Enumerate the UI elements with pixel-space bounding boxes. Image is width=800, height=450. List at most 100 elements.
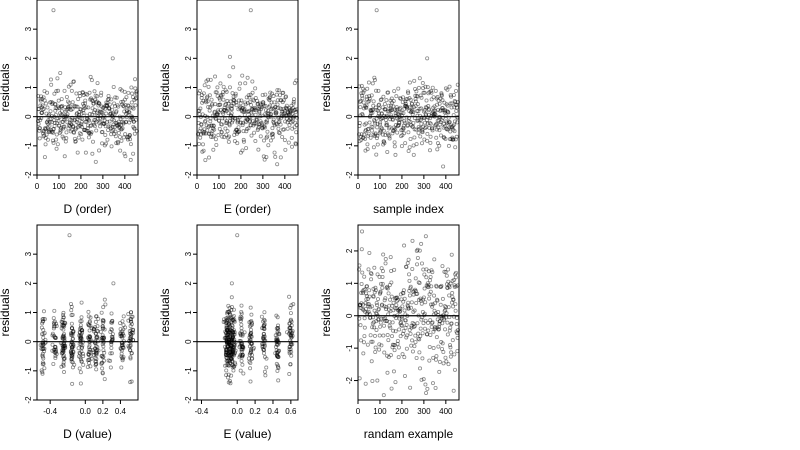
data-point: [270, 131, 275, 136]
data-point: [89, 356, 94, 361]
data-point: [448, 325, 453, 330]
data-point: [248, 379, 253, 384]
data-point-outlier: [67, 233, 72, 238]
data-point: [247, 359, 252, 364]
data-point: [268, 112, 273, 117]
data-point: [452, 129, 457, 134]
data-point: [379, 343, 384, 348]
data-point: [232, 364, 237, 369]
data-point: [436, 118, 441, 123]
data-point: [259, 107, 264, 112]
data-point: [231, 330, 236, 335]
data-point: [200, 142, 205, 147]
data-point: [377, 122, 382, 127]
y-tick-label: 2: [345, 248, 354, 253]
data-point: [290, 106, 295, 111]
data-point: [416, 109, 421, 114]
data-point: [73, 126, 78, 131]
data-point: [448, 93, 453, 98]
data-point: [423, 318, 428, 323]
data-point: [385, 90, 390, 95]
data-point: [49, 100, 54, 105]
data-point: [40, 321, 45, 326]
data-point: [435, 298, 440, 303]
data-point: [455, 283, 460, 288]
data-point: [393, 380, 398, 385]
data-point: [111, 118, 116, 123]
data-point: [40, 353, 45, 358]
data-point: [93, 325, 98, 330]
data-point: [207, 93, 212, 98]
data-point: [394, 296, 399, 301]
data-point: [246, 126, 251, 131]
data-point: [287, 294, 292, 299]
data-point: [369, 359, 374, 364]
data-point: [70, 354, 75, 359]
data-point: [449, 321, 454, 326]
data-point: [407, 80, 412, 85]
data-point: [110, 107, 115, 112]
data-point: [384, 305, 389, 310]
data-point: [55, 142, 60, 147]
data-point: [219, 94, 224, 99]
data-point: [414, 89, 419, 94]
data-point: [424, 118, 429, 123]
data-point: [410, 266, 415, 271]
data-point: [128, 356, 133, 361]
data-point: [244, 95, 249, 100]
data-point: [384, 123, 389, 128]
data-point: [52, 333, 57, 338]
data-point: [217, 96, 222, 101]
data-point: [436, 327, 441, 332]
data-point: [133, 77, 138, 82]
data-point: [230, 355, 235, 360]
data-point: [405, 89, 410, 94]
data-point: [423, 125, 428, 130]
data-point: [69, 359, 74, 364]
data-point: [453, 302, 458, 307]
data-point: [94, 344, 99, 349]
data-point: [401, 288, 406, 293]
data-point: [122, 104, 127, 109]
data-point: [448, 281, 453, 286]
data-point: [128, 380, 133, 385]
data-point: [70, 333, 75, 338]
data-point: [134, 89, 139, 94]
data-point: [54, 351, 59, 356]
data-point: [230, 333, 235, 338]
data-point: [100, 141, 105, 146]
data-point: [227, 310, 232, 315]
data-point: [443, 327, 448, 332]
data-point: [70, 381, 75, 386]
data-point: [108, 329, 113, 334]
data-point: [94, 359, 99, 364]
data-point: [261, 336, 266, 341]
data-point: [228, 361, 233, 366]
data-point: [240, 345, 245, 350]
data-point: [228, 346, 233, 351]
data-point: [214, 142, 219, 147]
data-point: [118, 327, 123, 332]
data-point: [77, 330, 82, 335]
data-point: [70, 326, 75, 331]
data-point: [89, 97, 94, 102]
data-point: [225, 375, 230, 380]
data-point: [44, 132, 49, 137]
data-point: [452, 283, 457, 288]
data-point: [231, 330, 236, 335]
data-point: [424, 267, 429, 272]
data-point: [419, 261, 424, 266]
data-point: [276, 327, 281, 332]
data-point: [94, 100, 99, 105]
data-point: [87, 328, 92, 333]
data-point: [275, 331, 280, 336]
data-point: [49, 120, 54, 125]
data-point: [361, 86, 366, 91]
data-point: [226, 372, 231, 377]
data-point: [383, 107, 388, 112]
data-point: [428, 332, 433, 337]
x-tick-label: 300: [256, 182, 270, 191]
data-point: [401, 125, 406, 130]
data-point: [360, 289, 365, 294]
data-point: [384, 285, 389, 290]
